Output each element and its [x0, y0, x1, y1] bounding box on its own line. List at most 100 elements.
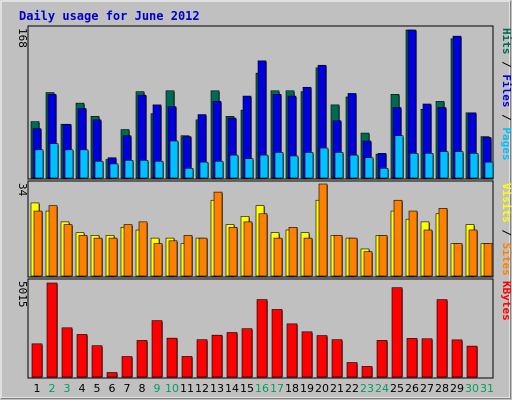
bar-sites-day-8 — [138, 221, 148, 277]
day-label-28: 28 — [435, 382, 449, 395]
bar-sites-day-9 — [153, 243, 163, 277]
bar-sites-day-20 — [318, 183, 328, 277]
day-label-13: 13 — [210, 382, 224, 395]
side-legend-separator: / — [500, 223, 512, 243]
day-label-11: 11 — [180, 382, 194, 395]
bar-sites-day-2 — [48, 205, 58, 277]
bar-kbytes-day-24 — [376, 340, 388, 378]
bar-kbytes-day-16 — [256, 299, 268, 378]
bar-pages-day-14 — [229, 154, 239, 179]
bar-pages-day-13 — [214, 160, 224, 179]
bar-pages-day-29 — [454, 151, 464, 179]
side-legend-visits-sites: Visits / Sites — [500, 183, 512, 276]
bar-kbytes-day-10 — [166, 337, 178, 378]
side-legend-kbytes: KBytes — [500, 281, 512, 321]
day-label-1: 1 — [34, 382, 41, 395]
bar-pages-day-1 — [34, 149, 44, 179]
bar-kbytes-day-14 — [226, 332, 238, 378]
panel-3-max-label: 5015 — [16, 281, 29, 308]
bar-sites-day-21 — [333, 235, 343, 277]
bar-pages-day-16 — [259, 154, 269, 179]
day-label-25: 25 — [390, 382, 404, 395]
bar-kbytes-day-2 — [46, 282, 58, 378]
bar-sites-day-28 — [438, 208, 448, 277]
bar-sites-day-12 — [198, 237, 208, 277]
bar-sites-day-18 — [288, 226, 298, 277]
bar-pages-day-9 — [154, 160, 164, 179]
day-label-6: 6 — [109, 382, 116, 395]
chart-marks — [30, 29, 494, 378]
day-label-19: 19 — [300, 382, 314, 395]
bar-kbytes-day-4 — [76, 334, 88, 378]
day-label-24: 24 — [375, 382, 389, 395]
x-axis-day-labels: 1 2 3 4 5 6 7 8 9 10 11 12 13 14 15 16 17 18 19 20 21 22 23 24 2… — [34, 382, 495, 395]
day-label-5: 5 — [94, 382, 101, 395]
day-label-23: 23 — [360, 382, 374, 395]
bar-sites-day-27 — [423, 229, 433, 277]
day-label-9: 9 — [154, 382, 161, 395]
bar-kbytes-day-12 — [196, 339, 208, 378]
side-legend-hits: Hits — [500, 28, 512, 55]
bar-kbytes-day-7 — [121, 356, 133, 378]
bar-kbytes-day-20 — [316, 335, 328, 378]
bar-kbytes-day-27 — [421, 338, 433, 378]
bar-sites-day-11 — [183, 235, 193, 277]
bar-kbytes-day-5 — [91, 345, 103, 378]
day-label-16: 16 — [255, 382, 269, 395]
side-legend-separator: / — [500, 55, 512, 75]
bar-sites-day-10 — [168, 240, 178, 277]
side-legend-pages: Pages — [500, 127, 512, 160]
bar-sites-day-23 — [363, 251, 373, 277]
bar-kbytes-day-9 — [151, 320, 163, 378]
bar-pages-day-8 — [139, 160, 149, 179]
bar-sites-day-24 — [378, 235, 388, 277]
bar-pages-day-26 — [409, 153, 419, 179]
day-label-4: 4 — [79, 382, 86, 395]
bar-pages-day-20 — [319, 147, 329, 179]
side-legend-hits-files-pages: Hits / Files / Pages — [500, 28, 512, 161]
bar-sites-day-15 — [243, 221, 253, 277]
bar-kbytes-day-8 — [136, 340, 148, 378]
day-label-21: 21 — [330, 382, 344, 395]
bar-sites-day-13 — [213, 191, 223, 277]
day-label-29: 29 — [450, 382, 464, 395]
bar-sites-day-1 — [33, 210, 43, 277]
bar-kbytes-day-21 — [331, 339, 343, 378]
day-label-2: 2 — [49, 382, 56, 395]
panel-1-max-label: 168 — [16, 28, 29, 48]
bar-pages-day-27 — [424, 153, 434, 179]
bar-pages-day-6 — [109, 163, 119, 179]
bar-pages-day-10 — [169, 140, 179, 179]
day-label-10: 10 — [165, 382, 179, 395]
side-legend-separator: / — [500, 108, 512, 128]
side-legend-kbytes: KBytes — [500, 281, 512, 321]
bar-pages-day-28 — [439, 151, 449, 179]
bar-sites-day-17 — [273, 237, 283, 277]
day-label-15: 15 — [240, 382, 254, 395]
bar-sites-day-31 — [483, 243, 493, 277]
day-label-3: 3 — [64, 382, 71, 395]
bar-kbytes-day-3 — [61, 327, 73, 378]
bar-pages-day-11 — [184, 168, 194, 179]
side-legend-files: Files — [500, 74, 512, 107]
bar-sites-day-3 — [63, 224, 73, 277]
bar-sites-day-22 — [348, 237, 358, 277]
bar-pages-day-2 — [49, 143, 59, 179]
bar-kbytes-day-11 — [181, 356, 193, 378]
bar-pages-day-4 — [79, 149, 89, 179]
bar-pages-day-21 — [334, 152, 344, 179]
bar-kbytes-day-25 — [391, 287, 403, 378]
bar-kbytes-day-30 — [466, 345, 478, 378]
bar-pages-day-19 — [304, 152, 314, 179]
bar-kbytes-day-17 — [271, 309, 283, 378]
day-label-12: 12 — [195, 382, 209, 395]
bar-sites-day-25 — [393, 199, 403, 277]
bar-kbytes-day-1 — [31, 343, 43, 378]
bar-kbytes-day-15 — [241, 328, 253, 378]
bar-pages-day-18 — [289, 155, 299, 179]
bar-sites-day-6 — [108, 237, 118, 277]
bar-pages-day-3 — [64, 149, 74, 179]
bar-pages-day-30 — [469, 153, 479, 179]
bar-pages-day-12 — [199, 161, 209, 179]
